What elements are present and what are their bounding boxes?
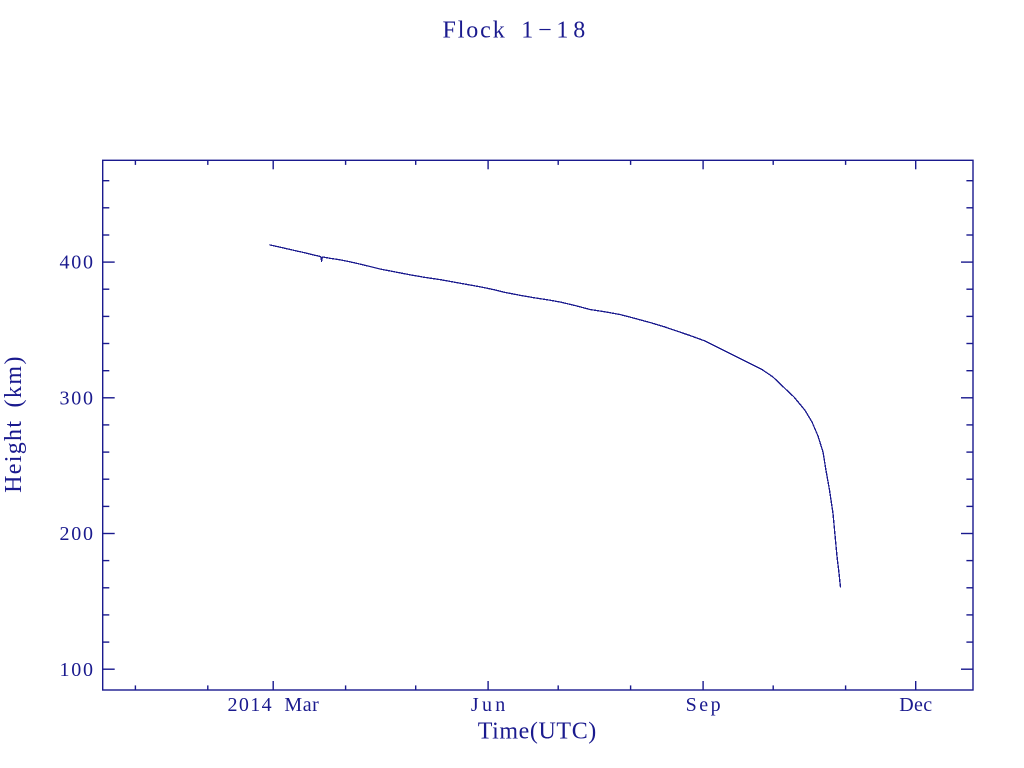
svg-text:Dec: Dec (899, 694, 932, 716)
svg-text:400: 400 (60, 252, 94, 274)
svg-text:(km): (km) (1, 357, 27, 408)
svg-text:1−18: 1−18 (521, 17, 585, 43)
svg-text:Sep: Sep (686, 694, 721, 716)
svg-text:Flock: Flock (443, 17, 505, 43)
svg-text:200: 200 (60, 523, 94, 545)
svg-text:Time(UTC): Time(UTC) (478, 719, 597, 745)
svg-text:Mar: Mar (284, 694, 319, 716)
svg-text:100: 100 (60, 659, 94, 681)
svg-text:300: 300 (60, 387, 94, 409)
svg-text:Height: Height (1, 421, 27, 493)
svg-text:Jun: Jun (471, 694, 505, 716)
svg-text:2014: 2014 (228, 694, 272, 716)
